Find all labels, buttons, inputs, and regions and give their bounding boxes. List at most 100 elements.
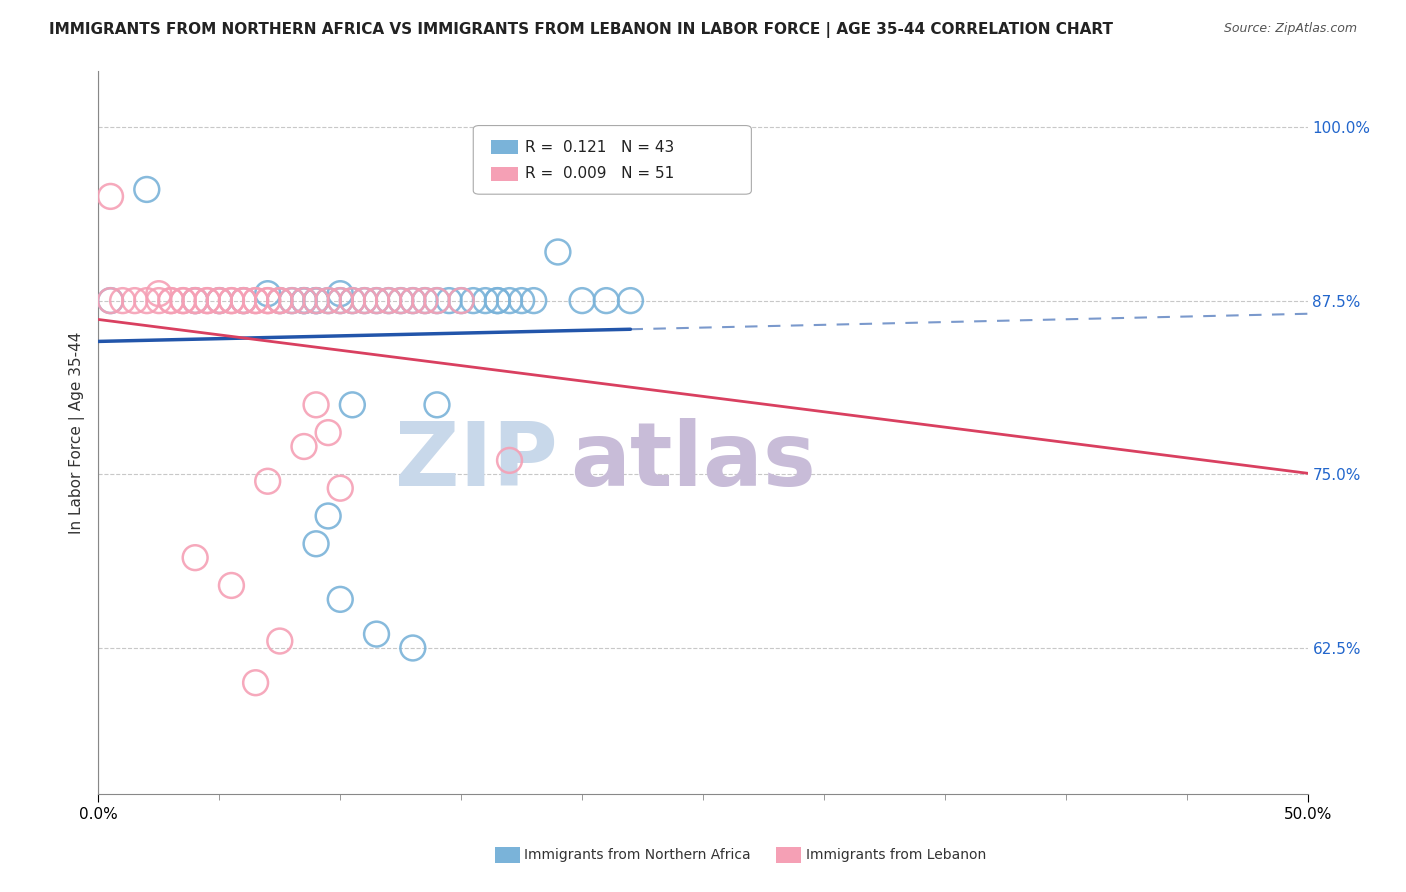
Point (269, 634, 291, 648)
Point (172, 293, 194, 308)
Point (329, 286, 352, 301)
Text: ZIP: ZIP (395, 418, 558, 505)
Point (208, 293, 231, 308)
Point (305, 293, 328, 308)
Point (316, 293, 339, 308)
Text: Immigrants from Lebanon: Immigrants from Lebanon (806, 847, 986, 862)
Point (100, 293, 122, 308)
Point (305, 293, 328, 308)
Point (389, 293, 412, 308)
Point (329, 481, 352, 495)
Point (342, 293, 364, 308)
Point (135, 293, 157, 308)
Text: Source: ZipAtlas.com: Source: ZipAtlas.com (1223, 22, 1357, 36)
Point (316, 425, 339, 440)
Point (402, 640, 425, 655)
Point (510, 293, 533, 308)
Point (305, 537, 328, 551)
Point (256, 286, 278, 301)
Point (353, 293, 375, 308)
Point (402, 293, 425, 308)
Point (463, 293, 485, 308)
Text: atlas: atlas (569, 418, 815, 505)
Point (498, 453, 520, 467)
Point (256, 475, 278, 489)
Point (329, 592, 352, 607)
Point (474, 293, 496, 308)
Point (281, 293, 304, 308)
Point (316, 293, 339, 308)
Point (269, 293, 291, 308)
FancyBboxPatch shape (474, 126, 751, 194)
Point (232, 293, 254, 308)
Point (402, 293, 425, 308)
Point (184, 550, 207, 565)
Point (413, 293, 436, 308)
Point (329, 293, 352, 308)
Point (389, 293, 412, 308)
Point (486, 293, 509, 308)
Point (571, 293, 593, 308)
Point (221, 578, 243, 592)
Point (160, 293, 183, 308)
Point (353, 293, 375, 308)
Text: R =  0.009   N = 51: R = 0.009 N = 51 (526, 167, 675, 181)
Point (595, 293, 617, 308)
Y-axis label: In Labor Force | Age 35-44: In Labor Force | Age 35-44 (69, 332, 84, 533)
Point (184, 293, 207, 308)
Point (111, 293, 134, 308)
Point (316, 508, 339, 523)
Point (426, 293, 449, 308)
Point (208, 293, 231, 308)
Point (135, 182, 157, 196)
Bar (492, 167, 517, 181)
Bar (492, 140, 517, 154)
Point (100, 189, 122, 203)
Point (366, 293, 388, 308)
Point (413, 293, 436, 308)
Point (245, 293, 267, 308)
Text: R =  0.121   N = 43: R = 0.121 N = 43 (526, 140, 675, 154)
Point (342, 293, 364, 308)
Point (619, 293, 641, 308)
Point (292, 293, 315, 308)
Point (377, 293, 399, 308)
Point (292, 293, 315, 308)
Point (160, 293, 183, 308)
Point (208, 293, 231, 308)
Point (172, 293, 194, 308)
Point (256, 293, 278, 308)
Point (148, 286, 170, 301)
Point (329, 293, 352, 308)
Point (342, 398, 364, 412)
Point (305, 293, 328, 308)
Point (498, 293, 520, 308)
Point (547, 245, 569, 260)
Point (269, 293, 291, 308)
Text: IMMIGRANTS FROM NORTHERN AFRICA VS IMMIGRANTS FROM LEBANON IN LABOR FORCE | AGE : IMMIGRANTS FROM NORTHERN AFRICA VS IMMIG… (49, 22, 1114, 38)
Point (232, 293, 254, 308)
Point (256, 293, 278, 308)
Point (195, 293, 218, 308)
Point (305, 398, 328, 412)
Point (486, 293, 509, 308)
Point (292, 293, 315, 308)
Point (245, 293, 267, 308)
Point (426, 398, 449, 412)
Point (232, 293, 254, 308)
Point (377, 293, 399, 308)
Point (437, 293, 460, 308)
Point (245, 675, 267, 690)
Point (184, 293, 207, 308)
Point (184, 293, 207, 308)
Point (124, 293, 146, 308)
Text: Immigrants from Northern Africa: Immigrants from Northern Africa (524, 847, 751, 862)
Point (100, 293, 122, 308)
Point (221, 293, 243, 308)
Point (269, 293, 291, 308)
Point (281, 293, 304, 308)
Point (426, 293, 449, 308)
Point (148, 293, 170, 308)
Point (450, 293, 472, 308)
Point (221, 293, 243, 308)
